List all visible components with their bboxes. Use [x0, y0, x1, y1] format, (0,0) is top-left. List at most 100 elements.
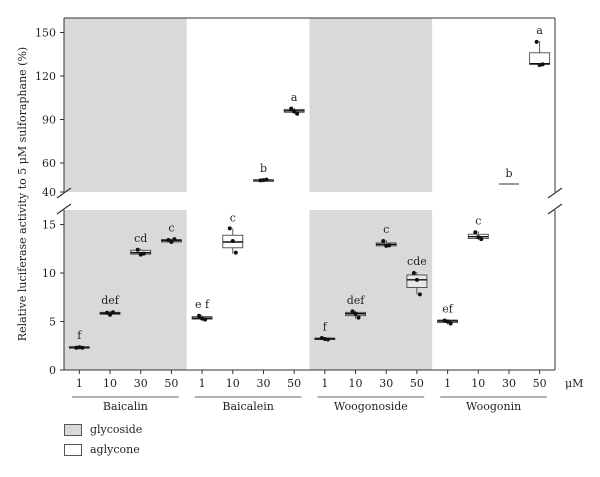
- group-label-woogonin: Woogonin: [466, 400, 521, 413]
- significance-letter: def: [347, 294, 366, 307]
- box-iqr: [529, 52, 551, 65]
- data-point: [295, 111, 300, 116]
- data-point: [230, 239, 235, 244]
- y-tick-label: 90: [42, 114, 56, 127]
- data-point: [200, 316, 205, 321]
- y-axis-label: Relative luciferase activity to 5 μM sul…: [16, 47, 29, 341]
- legend-aglycone-label: aglycone: [90, 443, 140, 456]
- data-point: [350, 309, 355, 314]
- data-point: [445, 319, 450, 324]
- x-tick-label: 10: [103, 377, 117, 390]
- legend-glycoside-label: glycoside: [90, 423, 143, 436]
- data-point: [292, 109, 297, 114]
- data-point: [141, 251, 146, 256]
- significance-letter: b: [260, 162, 267, 175]
- group-label-baicalin: Baicalin: [103, 400, 148, 413]
- group-label-woogonoside: Woogonoside: [334, 400, 408, 413]
- y-tick-label: 0: [49, 364, 56, 377]
- significance-letter: cd: [134, 232, 147, 245]
- significance-letter: a: [291, 91, 298, 104]
- data-point: [353, 311, 358, 316]
- data-point: [74, 345, 79, 350]
- x-tick-label: 1: [444, 377, 451, 390]
- x-tick-label: 10: [471, 377, 485, 390]
- y-tick-label: 5: [49, 316, 56, 329]
- data-point: [105, 310, 110, 315]
- data-point: [166, 238, 171, 243]
- data-point: [414, 277, 419, 282]
- data-point: [258, 178, 263, 183]
- x-tick-label: 1: [76, 377, 83, 390]
- legend-aglycone-swatch: [64, 444, 82, 456]
- significance-letter: c: [475, 214, 481, 227]
- data-point: [169, 240, 174, 244]
- x-tick-label: 1: [321, 377, 328, 390]
- x-tick-label: 10: [349, 377, 363, 390]
- data-point: [411, 271, 416, 276]
- y-tick-label: 40: [42, 186, 56, 199]
- significance-letter: f: [77, 329, 82, 342]
- break-mark-left-2: [56, 203, 72, 215]
- x-tick-label: 30: [134, 377, 148, 390]
- break-mark-right-2: [547, 203, 563, 215]
- data-point: [135, 247, 140, 252]
- significance-letter: b: [505, 167, 512, 180]
- data-point: [138, 252, 143, 257]
- data-point: [384, 243, 389, 248]
- data-point: [325, 337, 330, 342]
- data-point: [264, 177, 269, 182]
- significance-letter: ef: [442, 303, 454, 316]
- legend-glycoside: glycoside: [64, 423, 142, 436]
- data-point: [322, 336, 327, 341]
- data-point: [289, 106, 294, 111]
- x-tick-label: 1: [199, 377, 206, 390]
- data-point: [473, 230, 478, 235]
- data-point: [111, 310, 116, 315]
- data-point: [476, 235, 481, 240]
- x-tick-label: 50: [164, 377, 178, 390]
- data-point: [80, 345, 85, 350]
- x-tick-label: 30: [256, 377, 270, 390]
- data-point: [479, 237, 484, 242]
- significance-letter: def: [101, 294, 120, 307]
- x-tick-label: 50: [410, 377, 424, 390]
- data-point: [381, 239, 386, 244]
- significance-letter: c: [168, 222, 174, 235]
- legend-aglycone: aglycone: [64, 443, 140, 456]
- y-tick-label: 120: [35, 70, 56, 83]
- data-point: [537, 63, 542, 68]
- data-point: [227, 226, 232, 231]
- y-tick-label: 150: [35, 27, 56, 40]
- x-tick-label: 10: [226, 377, 240, 390]
- data-point: [442, 318, 447, 323]
- significance-letter: cde: [407, 255, 427, 268]
- data-point: [540, 62, 545, 67]
- x-tick-label: 50: [287, 377, 301, 390]
- legend-glycoside-swatch: [64, 424, 82, 436]
- data-point: [203, 317, 208, 322]
- x-tick-label: 30: [502, 377, 516, 390]
- data-point: [448, 321, 453, 326]
- y-tick-label: 15: [42, 219, 56, 232]
- data-point: [261, 178, 266, 183]
- axis-break-gap: [62, 192, 557, 210]
- significance-letter: c: [230, 211, 236, 224]
- group-label-baicalein: Baicalein: [222, 400, 274, 413]
- break-mark-right-1: [547, 187, 563, 199]
- data-point: [233, 250, 238, 255]
- x-tick-label: 50: [533, 377, 547, 390]
- x-tick-label: 30: [379, 377, 393, 390]
- data-point: [108, 312, 113, 317]
- break-mark-left-1: [56, 187, 72, 199]
- significance-letter: c: [383, 223, 389, 236]
- data-point: [534, 39, 539, 44]
- data-point: [387, 243, 392, 248]
- data-point: [417, 292, 422, 297]
- significance-letter: f: [323, 321, 328, 334]
- significance-letter: e f: [195, 298, 210, 311]
- data-point: [356, 315, 361, 320]
- data-point: [197, 313, 202, 318]
- data-point: [77, 345, 82, 350]
- data-point: [319, 336, 324, 340]
